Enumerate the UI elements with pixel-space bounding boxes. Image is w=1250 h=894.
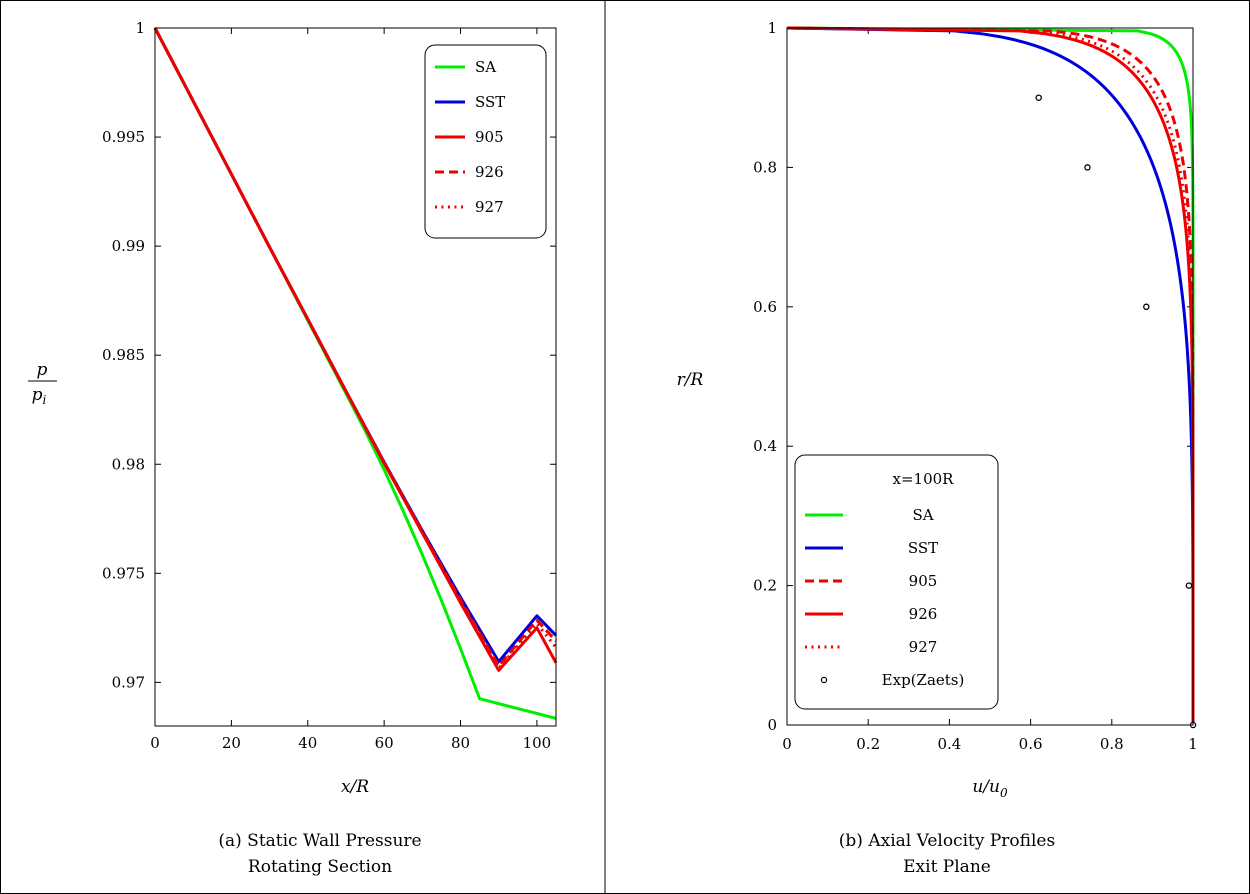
panel-b-chart: 0 0.2 0.4 0.6 0.8 1 0 0.2 0.4 0.6 0.8 1 u/u0 r/R x=… bbox=[677, 19, 1198, 877]
panel-b-x-tick-label: 0.4 bbox=[937, 735, 961, 753]
panel-b-y-axis-label: r/R bbox=[677, 370, 704, 390]
panel-a-legend-label-SA: SA bbox=[475, 58, 496, 76]
panel-b-caption-line-1: (b) Axial Velocity Profiles bbox=[839, 831, 1055, 851]
panel-b-y-tick-label: 0.4 bbox=[753, 437, 777, 455]
panel-b-legend-label-927: 927 bbox=[909, 638, 938, 656]
panel-b-y-tick-label: 0.2 bbox=[753, 577, 777, 595]
panel-b-legend-swatch-experiment bbox=[820, 676, 828, 684]
panel-b-legend-label-SST: SST bbox=[908, 539, 938, 557]
panel-a-legend-label-926: 926 bbox=[475, 163, 504, 181]
panel-a-chart: 0 20 40 60 80 100 0.97 0.975 0.98 0.985 0.99 0.995 1… bbox=[28, 19, 558, 877]
panel-a-legend-label-927: 927 bbox=[475, 198, 504, 216]
panel-b-caption-line-2: Exit Plane bbox=[903, 857, 991, 877]
panel-a-lines bbox=[153, 27, 558, 720]
panel-a-x-axis-label: x/R bbox=[341, 777, 369, 797]
panel-b-x-tick-label: 1 bbox=[1188, 735, 1198, 753]
panel-b-legend-label-experiment: Exp(Zaets) bbox=[882, 671, 965, 689]
panel-a-legend: SA SST 905 926 927 bbox=[424, 44, 547, 239]
panel-a-x-tick-label: 100 bbox=[523, 734, 552, 752]
panel-b-experiment-point bbox=[1035, 94, 1042, 101]
panel-b-y-tick-label: 0 bbox=[767, 716, 777, 734]
svg-text:u/u0: u/u0 bbox=[972, 777, 1008, 800]
panel-b-ticks: 0 0.2 0.4 0.6 0.8 1 0 0.2 0.4 0.6 0.8 1 bbox=[753, 19, 1198, 753]
panel-a-series-927 bbox=[153, 27, 558, 670]
panel-b-y-tick-label: 1 bbox=[767, 19, 777, 37]
panel-a-y-tick-label: 0.975 bbox=[102, 564, 145, 582]
panel-b-experiment-point bbox=[1084, 164, 1091, 171]
panel-b-experiment-point bbox=[1185, 582, 1193, 589]
panel-b-y-tick-label: 0.8 bbox=[753, 158, 777, 176]
panel-a-y-tick-label: 1 bbox=[135, 19, 145, 37]
panel-a-series-926 bbox=[153, 27, 558, 668]
panel-a-caption-line-1: (a) Static Wall Pressure bbox=[218, 831, 421, 851]
panel-b-x-axis-label: u/u0 bbox=[972, 777, 1008, 800]
panel-a-x-tick-label: 40 bbox=[298, 734, 317, 752]
panel-a-x-tick-label: 60 bbox=[375, 734, 394, 752]
panel-b-legend-label-SA: SA bbox=[912, 506, 933, 524]
panel-b-y-tick-label: 0.6 bbox=[753, 298, 777, 316]
panel-b-x-tick-label: 0.6 bbox=[1019, 735, 1043, 753]
panel-b-x-tick-label: 0.8 bbox=[1100, 735, 1124, 753]
panel-a-caption-line-2: Rotating Section bbox=[248, 857, 392, 877]
panel-b-legend: x=100R SA SST 905 926 927 Exp(Zaets) bbox=[794, 454, 999, 710]
panel-b-axes-frame bbox=[786, 27, 1194, 726]
svg-text:p: p bbox=[37, 360, 48, 380]
panel-a-x-tick-label: 20 bbox=[222, 734, 241, 752]
panel-a-legend-label-905: 905 bbox=[475, 128, 504, 146]
panel-b-experiment-point bbox=[1143, 303, 1150, 311]
panel-a-y-tick-label: 0.99 bbox=[112, 237, 145, 255]
panel-a-y-tick-label: 0.97 bbox=[112, 673, 145, 691]
panel-a-axes-frame bbox=[154, 27, 557, 727]
panel-b-legend-label-905: 905 bbox=[909, 572, 938, 590]
panel-a-y-tick-label: 0.995 bbox=[102, 128, 145, 146]
panel-a-y-tick-label: 0.985 bbox=[102, 346, 145, 364]
panel-a-ticks: 0 20 40 60 80 100 0.97 0.975 0.98 0.985 0.99 0.995 1 bbox=[102, 19, 556, 752]
panel-b-x-tick-label: 0.2 bbox=[856, 735, 880, 753]
panel-b-experiment-points bbox=[1035, 94, 1197, 729]
panel-b-x-tick-label: 0 bbox=[782, 735, 792, 753]
panel-a-y-axis-label: p pi bbox=[28, 360, 57, 407]
panel-a-x-tick-label: 0 bbox=[150, 734, 160, 752]
panel-b-legend-title: x=100R bbox=[893, 470, 955, 488]
panel-a-legend-label-SST: SST bbox=[475, 93, 505, 111]
svg-text:pi: pi bbox=[32, 385, 47, 407]
panel-b-legend-label-926: 926 bbox=[909, 605, 938, 623]
panel-a-y-tick-label: 0.98 bbox=[112, 455, 145, 473]
panel-a-x-tick-label: 80 bbox=[451, 734, 470, 752]
